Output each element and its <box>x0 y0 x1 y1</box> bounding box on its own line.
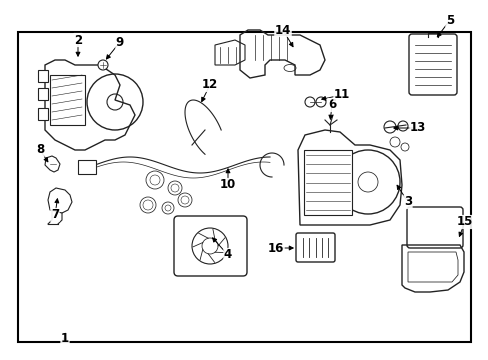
FancyBboxPatch shape <box>406 207 462 248</box>
Text: 13: 13 <box>409 121 425 135</box>
Text: 3: 3 <box>403 195 411 208</box>
Text: 2: 2 <box>74 33 82 46</box>
Text: 12: 12 <box>202 78 218 91</box>
Text: 8: 8 <box>36 144 44 157</box>
Text: 11: 11 <box>333 89 349 102</box>
FancyBboxPatch shape <box>174 216 246 276</box>
Text: 7: 7 <box>51 208 59 221</box>
Text: 15: 15 <box>456 216 472 229</box>
Bar <box>78 160 96 174</box>
Bar <box>18 32 470 342</box>
FancyBboxPatch shape <box>295 233 334 262</box>
Circle shape <box>98 60 108 70</box>
Text: 14: 14 <box>274 23 290 36</box>
Text: 1: 1 <box>61 332 69 345</box>
Text: 16: 16 <box>267 242 284 255</box>
Text: 4: 4 <box>224 248 232 261</box>
Text: 6: 6 <box>327 99 335 112</box>
FancyBboxPatch shape <box>408 34 456 95</box>
Bar <box>38 70 48 82</box>
Text: 5: 5 <box>445 13 453 27</box>
Text: 10: 10 <box>220 179 236 192</box>
Bar <box>38 108 48 120</box>
Text: 9: 9 <box>116 36 124 49</box>
Bar <box>304 150 351 215</box>
Bar <box>38 88 48 100</box>
